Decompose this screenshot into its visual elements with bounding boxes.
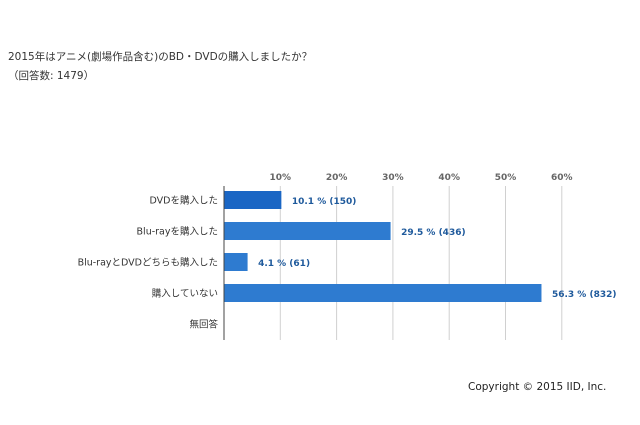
x-tick-label: 30%	[382, 173, 404, 183]
data-label: 10.1 % (150)	[292, 197, 357, 207]
data-label: 4.1 % (61)	[258, 259, 310, 269]
bar	[224, 191, 282, 209]
x-tick-label: 40%	[438, 173, 460, 183]
chart-subtitle: （回答数: 1479）	[8, 70, 95, 82]
data-label: 29.5 % (436)	[401, 228, 466, 238]
x-tick-label: 60%	[551, 173, 573, 183]
bar	[224, 222, 391, 240]
chart-title: 2015年はアニメ(劇場作品含む)のBD・DVDの購入しましたか？	[8, 51, 313, 63]
x-tick-label: 50%	[495, 173, 517, 183]
category-label: Blu-rayを購入した	[137, 226, 218, 238]
x-tick-label: 20%	[326, 173, 348, 183]
bar	[224, 284, 542, 302]
category-label: Blu-rayとDVDどちらも購入した	[78, 257, 218, 269]
category-label: 購入していない	[152, 288, 218, 300]
category-label: 無回答	[189, 319, 218, 331]
category-label: DVDを購入した	[150, 195, 218, 207]
x-tick-label: 10%	[270, 173, 292, 183]
data-label: 56.3 % (832)	[552, 290, 617, 300]
copyright-text: Copyright © 2015 IID, Inc.	[468, 381, 607, 393]
bar	[224, 253, 248, 271]
